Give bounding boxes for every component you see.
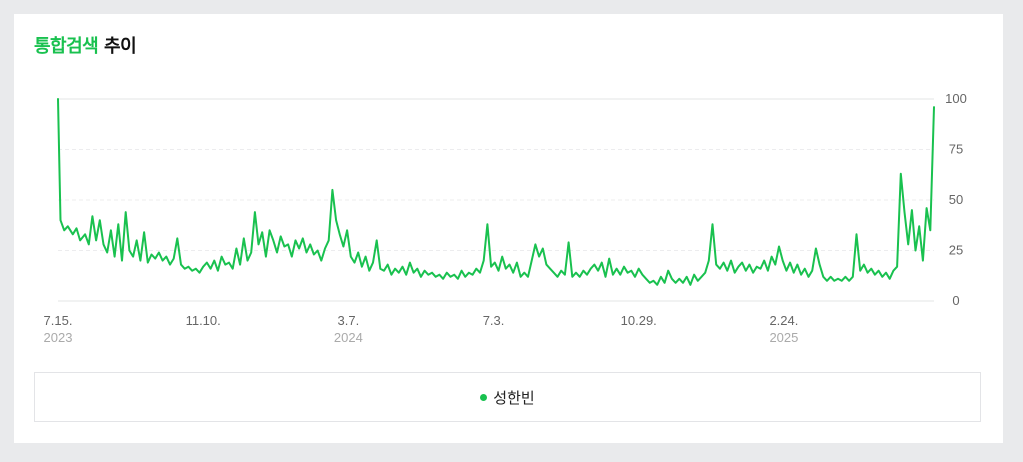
x-tick-year-label: 2024 xyxy=(334,330,363,345)
chart-title: 통합검색 추이 xyxy=(34,32,137,58)
x-tick-label: 3.7. xyxy=(338,313,360,328)
grid-lines xyxy=(58,98,934,302)
series-line-seonghanbin[interactable] xyxy=(57,98,935,286)
series-layer xyxy=(57,98,935,286)
x-tick-label: 7.15. xyxy=(44,313,73,328)
chart-title-accent: 통합검색 xyxy=(34,36,99,57)
x-tick-year-label: 2023 xyxy=(44,330,73,345)
chart-title-rest: 추이 xyxy=(104,36,137,57)
legend: 성한빈 xyxy=(34,372,981,422)
y-tick-label: 75 xyxy=(949,142,963,157)
line-chart: 0 25 50 75 100 7.15. 2023 11.10. 3.7. 2024 7.3. 10… xyxy=(44,91,967,345)
y-tick-label: 50 xyxy=(949,192,963,207)
y-tick-label: 0 xyxy=(952,293,959,308)
y-axis-ticks: 0 25 50 75 100 xyxy=(945,91,967,308)
y-tick-label: 25 xyxy=(949,243,963,258)
legend-label[interactable]: 성한빈 xyxy=(493,388,535,407)
x-tick-label: 11.10. xyxy=(186,313,221,328)
x-tick-label: 7.3. xyxy=(483,313,505,328)
x-axis-ticks: 7.15. 2023 11.10. 3.7. 2024 7.3. 10.29. 2.24. 20… xyxy=(44,313,799,345)
legend-dot-icon xyxy=(480,393,488,401)
x-tick-year-label: 2025 xyxy=(769,330,798,345)
x-tick-label: 2.24. xyxy=(769,313,798,328)
trend-card: 통합검색 추이 0 25 50 75 100 7.15. 2023 11.10. 3.7. 20… xyxy=(14,14,1003,443)
y-tick-label: 100 xyxy=(945,91,967,106)
x-tick-label: 10.29. xyxy=(621,313,657,328)
